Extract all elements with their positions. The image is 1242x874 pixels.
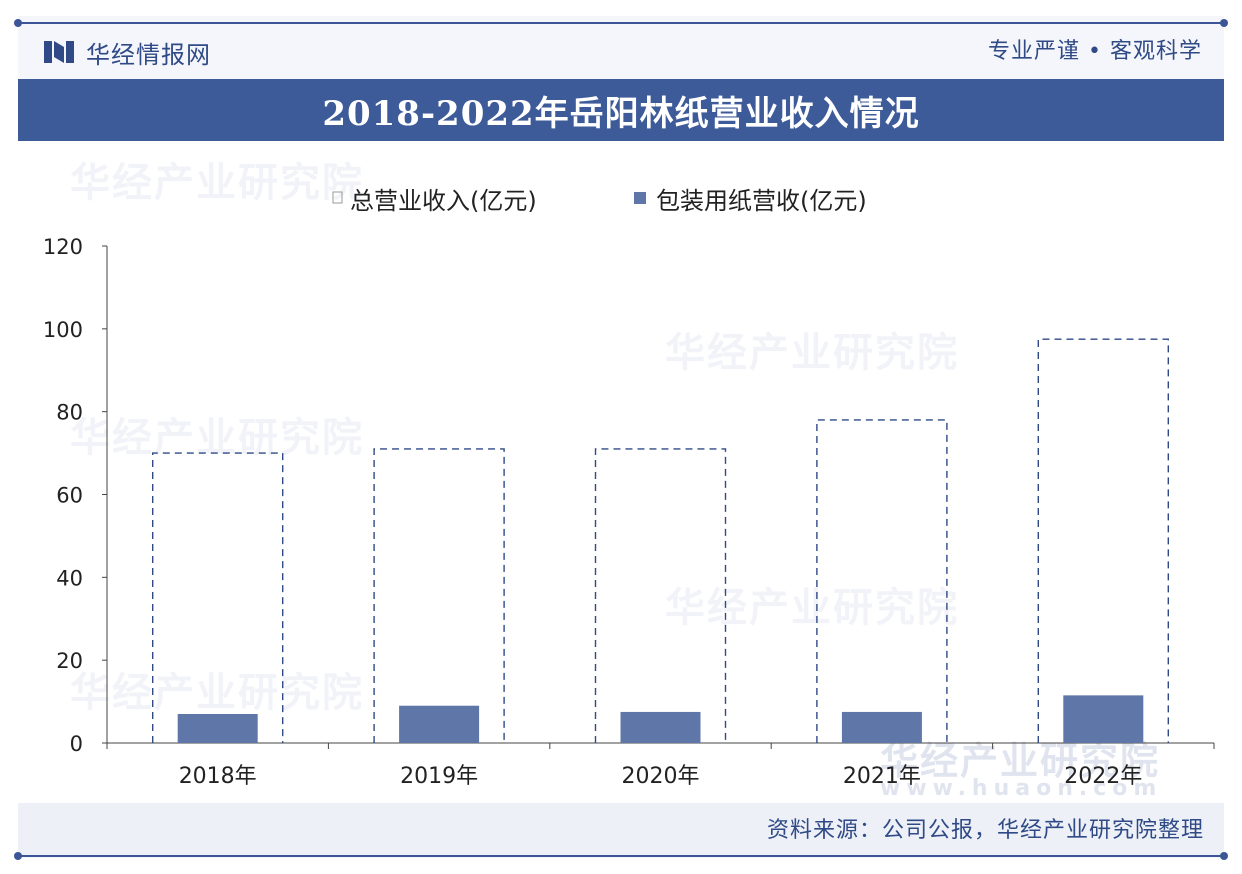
source-note: 资料来源：公司公报，华经产业研究院整理	[766, 818, 1204, 843]
x-tick-label: 2021年	[843, 764, 921, 789]
plot-area	[18, 141, 1224, 803]
y-tick-label: 0	[70, 732, 83, 756]
chart-title: 2018-2022年岳阳林纸营业收入情况	[322, 93, 920, 134]
legend-swatch-total	[332, 191, 343, 204]
y-tick-label: 60	[56, 484, 83, 508]
legend-swatch-packaging	[634, 192, 646, 204]
brand-header: 华经情报网	[44, 36, 211, 69]
y-tick-label: 100	[43, 318, 83, 342]
legend-label-total: 总营业收入(亿元)	[350, 187, 537, 215]
watermark: 华经产业研究院	[70, 670, 364, 716]
bottom-divider	[14, 852, 1228, 860]
y-tick-label: 120	[43, 235, 83, 259]
watermark-url: www.huaon.com	[880, 776, 1163, 801]
brand-logo-icon	[44, 41, 74, 63]
x-tick-label: 2022年	[1064, 764, 1142, 789]
brand-name: 华经情报网	[86, 40, 211, 69]
watermark: 华经产业研究院	[665, 585, 959, 631]
bar-packaging-revenue	[177, 714, 258, 743]
watermark: 华经产业研究院	[70, 160, 364, 206]
x-tick-label: 2019年	[400, 764, 478, 789]
bar-total-revenue	[816, 419, 948, 743]
top-divider	[14, 19, 1228, 27]
bar-total-revenue	[152, 452, 284, 743]
footer	[18, 803, 1224, 855]
x-tick-label: 2020年	[622, 764, 700, 789]
bar-packaging-revenue	[399, 705, 480, 743]
x-tick-label: 2018年	[179, 764, 257, 789]
bar-packaging-revenue	[841, 711, 922, 743]
watermark: 华经产业研究院	[665, 330, 959, 376]
watermark: 华经产业研究院	[880, 739, 1161, 783]
bar-packaging-revenue	[1063, 695, 1144, 743]
y-tick-label: 20	[56, 649, 83, 673]
bar-total-revenue	[1037, 338, 1169, 743]
y-tick-label: 80	[56, 401, 83, 425]
legend-label-packaging: 包装用纸营收(亿元)	[656, 187, 867, 215]
y-tick-label: 40	[56, 566, 83, 590]
slogan: 专业严谨 • 客观科学	[988, 39, 1202, 64]
title-bar: 2018-2022年岳阳林纸营业收入情况	[18, 79, 1224, 141]
bar-total-revenue	[594, 448, 727, 743]
bar-total-revenue	[373, 448, 505, 743]
bar-packaging-revenue	[620, 711, 701, 743]
